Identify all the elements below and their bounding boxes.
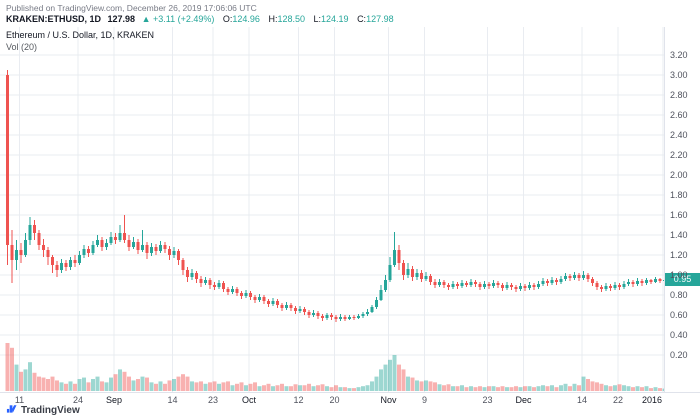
price-tick: 2.40 [670, 130, 688, 140]
ohlc-low: L:124.19 [313, 14, 349, 24]
price-tick: 3.00 [670, 70, 688, 80]
price-tick: 0.60 [670, 310, 688, 320]
chart-area[interactable]: Ethereum / U.S. Dollar, 1D, KRAKEN Vol (… [0, 27, 700, 407]
last-price-badge: 0.95 [665, 273, 700, 286]
grid-lines [0, 27, 664, 393]
price-tick: 1.80 [670, 190, 688, 200]
price-tick: 1.00 [670, 270, 688, 280]
time-tick: 12 [293, 395, 304, 405]
time-tick: 14 [576, 395, 587, 405]
price-tick: 1.40 [670, 230, 688, 240]
tradingview-logo-icon[interactable] [6, 401, 17, 419]
volume-bars [5, 343, 664, 391]
time-tick: 2016 [641, 395, 663, 405]
time-tick: Oct [241, 395, 256, 405]
price-tick: 0.80 [670, 290, 688, 300]
time-tick: 23 [482, 395, 493, 405]
price-tick: 0.20 [670, 350, 688, 360]
ohlc-close: C:127.98 [357, 14, 394, 24]
price-tick: 2.20 [670, 150, 688, 160]
time-tick: 9 [421, 395, 427, 405]
price-tick: 1.20 [670, 250, 688, 260]
time-tick: Dec [515, 395, 532, 405]
time-tick: 14 [167, 395, 178, 405]
time-tick: 11 [14, 395, 25, 405]
price-tick: 2.60 [670, 110, 688, 120]
price-change: ▲ +3.11 (+2.49%) [141, 14, 215, 24]
time-tick: Sep [105, 395, 122, 405]
price-tick: 2.00 [670, 170, 688, 180]
last-price: 127.98 [107, 14, 136, 24]
ohlc-high: H:128.50 [268, 14, 305, 24]
time-tick: Nov [380, 395, 397, 405]
price-tick: 2.80 [670, 90, 688, 100]
symbol-name[interactable]: KRAKEN:ETHUSD, 1D [6, 14, 102, 24]
time-axis[interactable]: 11 24 Sep 14 23 Oct 12 20 Nov 9 23 Dec 14 22 2016 [0, 392, 700, 407]
price-axis[interactable]: 0.95 3.20 3.00 2.80 2.60 2.40 2.20 2.00 1.80 1.6… [664, 27, 700, 393]
time-tick: 24 [72, 395, 83, 405]
footer: TradingView [0, 403, 80, 417]
published-caption: Published on TradingView.com, December 2… [6, 3, 257, 13]
price-tick: 3.20 [670, 50, 688, 60]
tradingview-wordmark[interactable]: TradingView [21, 404, 80, 416]
time-tick: 20 [329, 395, 340, 405]
time-tick: 23 [207, 395, 218, 405]
candles [6, 70, 664, 322]
symbol-header: KRAKEN:ETHUSD, 1D 127.98 ▲ +3.11 (+2.49%… [0, 14, 700, 25]
ohlc-open: O:124.96 [222, 14, 260, 24]
price-tick: 1.60 [670, 210, 688, 220]
time-tick: 22 [612, 395, 623, 405]
candlestick-chart[interactable] [0, 27, 664, 393]
price-tick: 0.40 [670, 330, 688, 340]
